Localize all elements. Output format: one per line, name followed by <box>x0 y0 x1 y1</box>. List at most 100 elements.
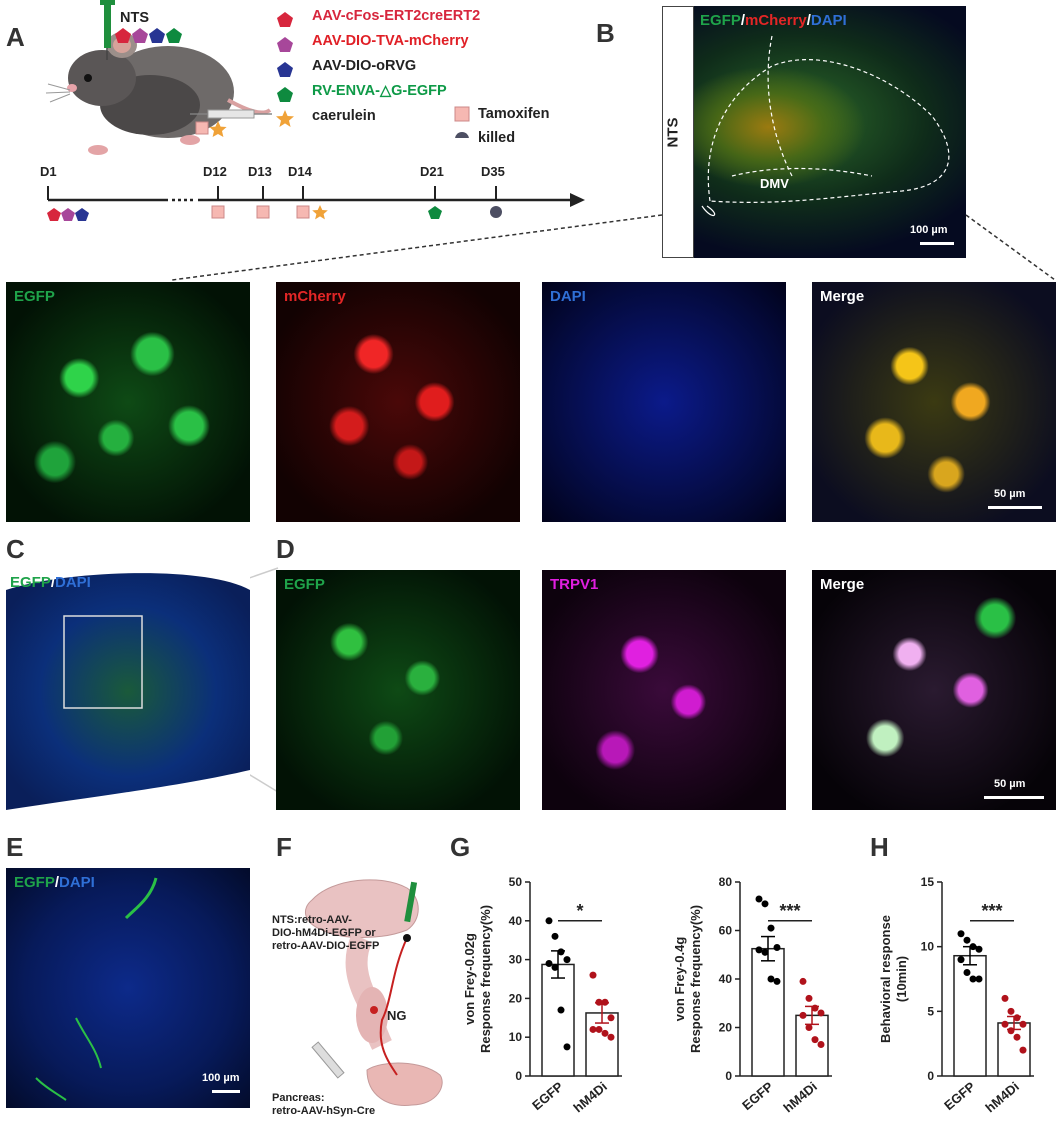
day-d14: D14 <box>288 164 312 179</box>
legend-tamoxifen: Tamoxifen <box>478 106 550 122</box>
panel-c-title-part-1: / <box>50 574 56 591</box>
panel-d-trpv1-image: TRPV1 <box>542 570 786 810</box>
y-tick-label: 0 <box>927 1069 934 1083</box>
panel-d-trpv1-label: TRPV1 <box>550 576 599 593</box>
y-tick-label: 15 <box>921 875 935 889</box>
data-point-EGFP <box>557 1006 565 1014</box>
legend-item-3: RV-ENVA-△G-EGFP <box>312 83 447 99</box>
panel-b-scale-bar <box>920 242 954 245</box>
row2-merge-label: Merge <box>820 288 865 305</box>
row2-merge-image: Merge 50 µm <box>812 282 1056 522</box>
data-point-EGFP <box>545 959 553 967</box>
gray-circle-icon <box>455 132 469 138</box>
legend-killed: killed <box>478 130 516 146</box>
data-point-hM4Di <box>601 998 609 1006</box>
data-point-EGFP <box>551 932 559 940</box>
panel-label-c: C <box>6 534 25 564</box>
y-tick-label: 20 <box>719 1021 733 1035</box>
y-tick-label: 10 <box>509 1030 523 1044</box>
row2-scale-label: 50 µm <box>994 488 1026 500</box>
x-tick-label: hM4Di <box>982 1079 1022 1116</box>
bar-EGFP <box>541 963 575 1077</box>
chart-h-behavior: Behavioral response(10min) 0 5 10 15 EGFP hM4D… <box>878 875 1034 1116</box>
panel-e-image: EGFP/DAPI 100 µm <box>6 868 250 1108</box>
day-d13: D13 <box>248 164 272 179</box>
y-tick-label: 60 <box>719 924 733 938</box>
data-point-hM4Di <box>1007 1027 1015 1035</box>
chart-g-002g: von Frey-0.02gResponse frequency(%) 0 10 20… <box>462 875 622 1116</box>
data-point-hM4Di <box>811 1004 819 1012</box>
panel-b-title-part-0: EGFP <box>700 12 741 29</box>
x-tick-label: hM4Di <box>570 1079 610 1116</box>
data-point-hM4Di <box>1007 1007 1015 1015</box>
red-pentagon-icon <box>277 12 293 27</box>
chart-g-04g: von Frey-0.4gResponse frequency(%) 0 20 40 6… <box>672 875 832 1115</box>
data-point-EGFP <box>963 969 971 977</box>
panel-e-fibers <box>35 877 158 1101</box>
row2-egfp-image: EGFP <box>6 282 250 522</box>
panel-label-e: E <box>6 832 24 862</box>
pancreas-injection-text: Pancreas: retro-AAV-hSyn-Cre <box>272 1092 376 1117</box>
data-point-EGFP <box>773 977 781 985</box>
region-outline <box>701 35 950 216</box>
x-tick-label: EGFP <box>529 1079 566 1113</box>
y-tick-label: 20 <box>509 991 523 1005</box>
legend-item-4: caerulein <box>312 108 376 124</box>
y-axis-label: von Frey-0.02gResponse frequency(%) <box>462 905 493 1053</box>
row2-egfp-label: EGFP <box>14 288 55 305</box>
data-point-EGFP <box>773 943 781 951</box>
data-point-EGFP <box>563 1043 571 1051</box>
data-point-EGFP <box>557 948 565 956</box>
panel-b-title-part-4: DAPI <box>810 12 847 29</box>
legend-item-2: AAV-DIO-oRVG <box>312 58 417 74</box>
nts-site-label: NTS <box>120 10 149 26</box>
data-point-EGFP <box>755 895 763 903</box>
data-point-EGFP <box>975 945 983 953</box>
panel-b-image: NTS EGFP/mCherry/DAPI DMV 100 µm <box>662 6 966 258</box>
row2-dapi-image: DAPI <box>542 282 786 522</box>
data-point-EGFP <box>975 975 983 983</box>
panel-d-merge-image: Merge 50 µm <box>812 570 1056 810</box>
panel-d-scale-bar <box>984 796 1044 799</box>
data-point-EGFP <box>563 956 571 964</box>
panel-e-scale-label: 100 µm <box>202 1072 240 1084</box>
data-point-EGFP <box>767 975 775 983</box>
panel-b-title-part-1: / <box>740 12 746 29</box>
data-point-EGFP <box>761 948 769 956</box>
panel-label-h: H <box>870 832 889 862</box>
significance-label: * <box>576 901 583 921</box>
data-point-EGFP <box>545 917 553 925</box>
data-point-hM4Di <box>589 1025 597 1033</box>
bar-EGFP <box>953 954 987 1077</box>
data-point-EGFP <box>969 943 977 951</box>
panel-b-scale-label: 100 µm <box>910 224 948 236</box>
significance-label: *** <box>779 901 800 921</box>
panel-label-f: F <box>276 832 292 862</box>
data-point-hM4Di <box>817 1009 825 1017</box>
data-point-hM4Di <box>811 1036 819 1044</box>
nts-injection-text: NTS:retro-AAV- DIO-hM4Di-EGFP or retro-A… <box>272 914 380 952</box>
data-point-EGFP <box>957 930 965 938</box>
data-point-EGFP <box>755 946 763 954</box>
x-tick-label: EGFP <box>739 1079 776 1113</box>
y-tick-label: 0 <box>725 1069 732 1083</box>
y-tick-label: 80 <box>719 875 733 889</box>
data-point-EGFP <box>957 956 965 964</box>
data-point-hM4Di <box>607 1014 615 1022</box>
data-point-hM4Di <box>595 998 603 1006</box>
data-point-hM4Di <box>799 977 807 985</box>
y-axis-label: von Frey-0.4gResponse frequency(%) <box>672 905 703 1053</box>
panel-label-d: D <box>276 534 295 564</box>
mouse-illustration <box>45 0 272 155</box>
data-point-hM4Di <box>1019 1046 1027 1054</box>
zoom-lines-c <box>250 567 279 793</box>
data-point-hM4Di <box>595 1025 603 1033</box>
panel-e-title-part-2: DAPI <box>59 874 95 891</box>
data-point-hM4Di <box>817 1040 825 1048</box>
panel-e-scale-bar <box>212 1090 240 1093</box>
data-point-hM4Di <box>607 1033 615 1041</box>
pink-square-icon <box>454 106 470 122</box>
data-point-EGFP <box>963 936 971 944</box>
day-d1: D1 <box>40 164 57 179</box>
panel-d-scale-label: 50 µm <box>994 778 1026 790</box>
